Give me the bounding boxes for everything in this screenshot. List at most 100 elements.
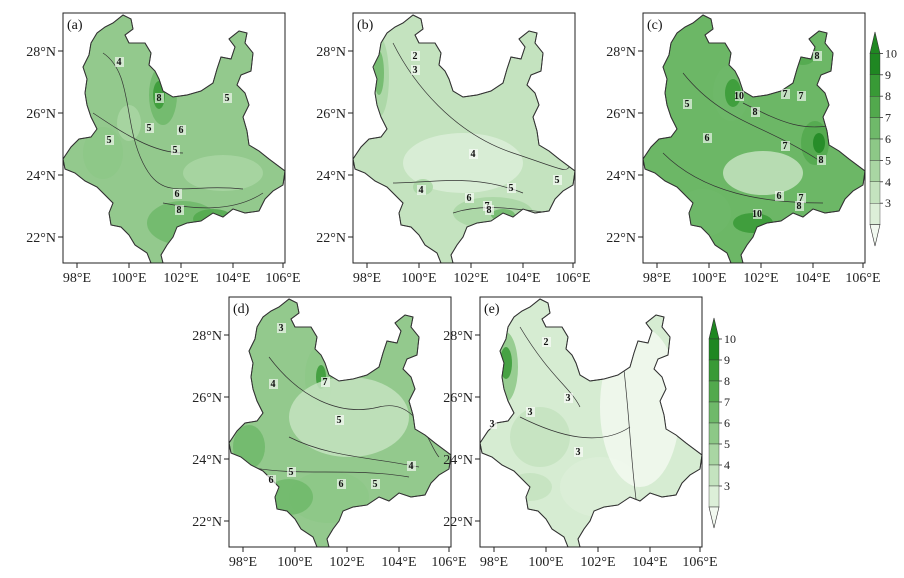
lat-tick-label: 28°N (606, 45, 636, 60)
contour-label: 8 (487, 205, 492, 216)
contour-label: 6 (179, 125, 184, 136)
contour-label: 3 (576, 447, 581, 458)
contour-label-bg (817, 155, 826, 165)
contour-label-bg (177, 125, 186, 135)
contour-label-bg (411, 65, 420, 75)
contour-label-bg (797, 193, 806, 203)
contour-label-bg (553, 175, 562, 185)
shaded-zone (193, 209, 233, 229)
shaded-zone (183, 155, 263, 191)
lon-tick-label: 106°E (555, 271, 590, 286)
contour-label-bg (145, 123, 154, 133)
panel-label: (a) (67, 18, 83, 33)
colorbar-segment (869, 181, 881, 204)
lon-tick-label: 104°E (795, 271, 830, 286)
colorbar-tick-label: 3 (885, 196, 891, 210)
colorbar-tick-label: 6 (885, 132, 891, 146)
colorbar-tick-label: 3 (724, 479, 730, 493)
contour-label: 6 (269, 475, 274, 486)
contour-label-bg (795, 201, 804, 211)
panel-frame (352, 12, 576, 264)
colorbar-tick-label: 8 (724, 374, 730, 388)
isoline (248, 466, 410, 478)
contour-label: 5 (337, 415, 342, 426)
lat-tick-label: 22°N (443, 515, 473, 530)
colorbar-segment (708, 443, 720, 466)
colorbar-tick-label: 9 (724, 353, 730, 367)
lon-tick-label: 102°E (163, 271, 198, 286)
lat-tick-label: 24°N (26, 169, 56, 184)
contour-label-bg (407, 461, 416, 471)
colorbar-segment (708, 338, 720, 361)
contour-label: 5 (147, 123, 152, 134)
contour-label: 10 (752, 209, 762, 220)
contour-label-bg (775, 191, 784, 201)
colorbar-segment (869, 138, 881, 161)
contour-label: 8 (815, 51, 820, 62)
contour-label: 5 (225, 93, 230, 104)
lat-tick-label: 24°N (606, 169, 636, 184)
contour-label-bg (267, 475, 276, 485)
isoline (392, 180, 524, 194)
contour-label: 8 (157, 93, 162, 104)
panel-label: (c) (647, 18, 663, 33)
colorbar-tick-label: 10 (885, 46, 897, 60)
contour-label: 7 (799, 193, 804, 204)
contour-label: 7 (783, 89, 788, 100)
shaded-zone (83, 127, 123, 179)
colorbar-segment (708, 422, 720, 445)
contour-label: 4 (409, 461, 414, 472)
isoline (102, 52, 244, 190)
contour-label: 3 (413, 65, 418, 76)
contour-label-bg (703, 133, 712, 143)
lon-tick-label: 106°E (265, 271, 300, 286)
contour-label: 4 (271, 379, 276, 390)
lon-tick-label: 102°E (329, 555, 364, 570)
lat-tick-label: 28°N (316, 45, 346, 60)
panel-frame (479, 296, 703, 548)
contour-label: 7 (799, 91, 804, 102)
contour-label: 6 (777, 191, 782, 202)
contour-label: 2 (544, 337, 549, 348)
contour-label-bg (751, 107, 760, 117)
contour-label-bg (813, 51, 822, 61)
contour-label: 6 (467, 193, 472, 204)
contour-label-bg (155, 93, 164, 103)
contour-label: 7 (783, 141, 788, 152)
colorbar: 10 9 8 7 6 5 4 3 (708, 317, 736, 529)
colorbar-extend-bottom (869, 224, 881, 247)
contour-label-bg (485, 205, 494, 215)
contour-label-bg (321, 377, 330, 387)
lat-tick-label: 26°N (316, 107, 346, 122)
colorbar-segment (869, 117, 881, 140)
isoline (682, 72, 824, 164)
contour-label-bg (507, 183, 516, 193)
contour-label: 8 (753, 107, 758, 118)
colorbar-segment (869, 74, 881, 97)
contour-label-bg (526, 407, 535, 417)
contour-label-bg (735, 91, 744, 101)
contour-label-bg (683, 99, 692, 109)
colorbar-tick-label: 4 (885, 175, 891, 189)
colorbar-tick-label: 4 (724, 458, 730, 472)
colorbar-segment (869, 53, 881, 75)
shaded-zone (510, 407, 570, 467)
lon-tick-label: 102°E (580, 555, 615, 570)
lon-tick-label: 100°E (401, 271, 436, 286)
contour-label: 3 (279, 323, 284, 334)
lon-tick-label: 98°E (353, 271, 381, 286)
lon-tick-label: 106°E (845, 271, 880, 286)
contour-label-bg (488, 419, 497, 429)
colorbar-tick-label: 7 (724, 395, 730, 409)
colorbar-extend-top (869, 31, 881, 54)
colorbar-tick-label: 10 (724, 332, 736, 346)
contour-label: 5 (107, 135, 112, 146)
map-panel: (b)23445567828°N26°N24°N22°N98°E100°E102… (316, 12, 591, 286)
isoline (288, 436, 420, 468)
lon-tick-label: 100°E (111, 271, 146, 286)
lon-tick-label: 106°E (682, 555, 717, 570)
colorbar-segment (708, 485, 720, 508)
contour-label: 2 (413, 51, 418, 62)
contour-label: 5 (289, 467, 294, 478)
